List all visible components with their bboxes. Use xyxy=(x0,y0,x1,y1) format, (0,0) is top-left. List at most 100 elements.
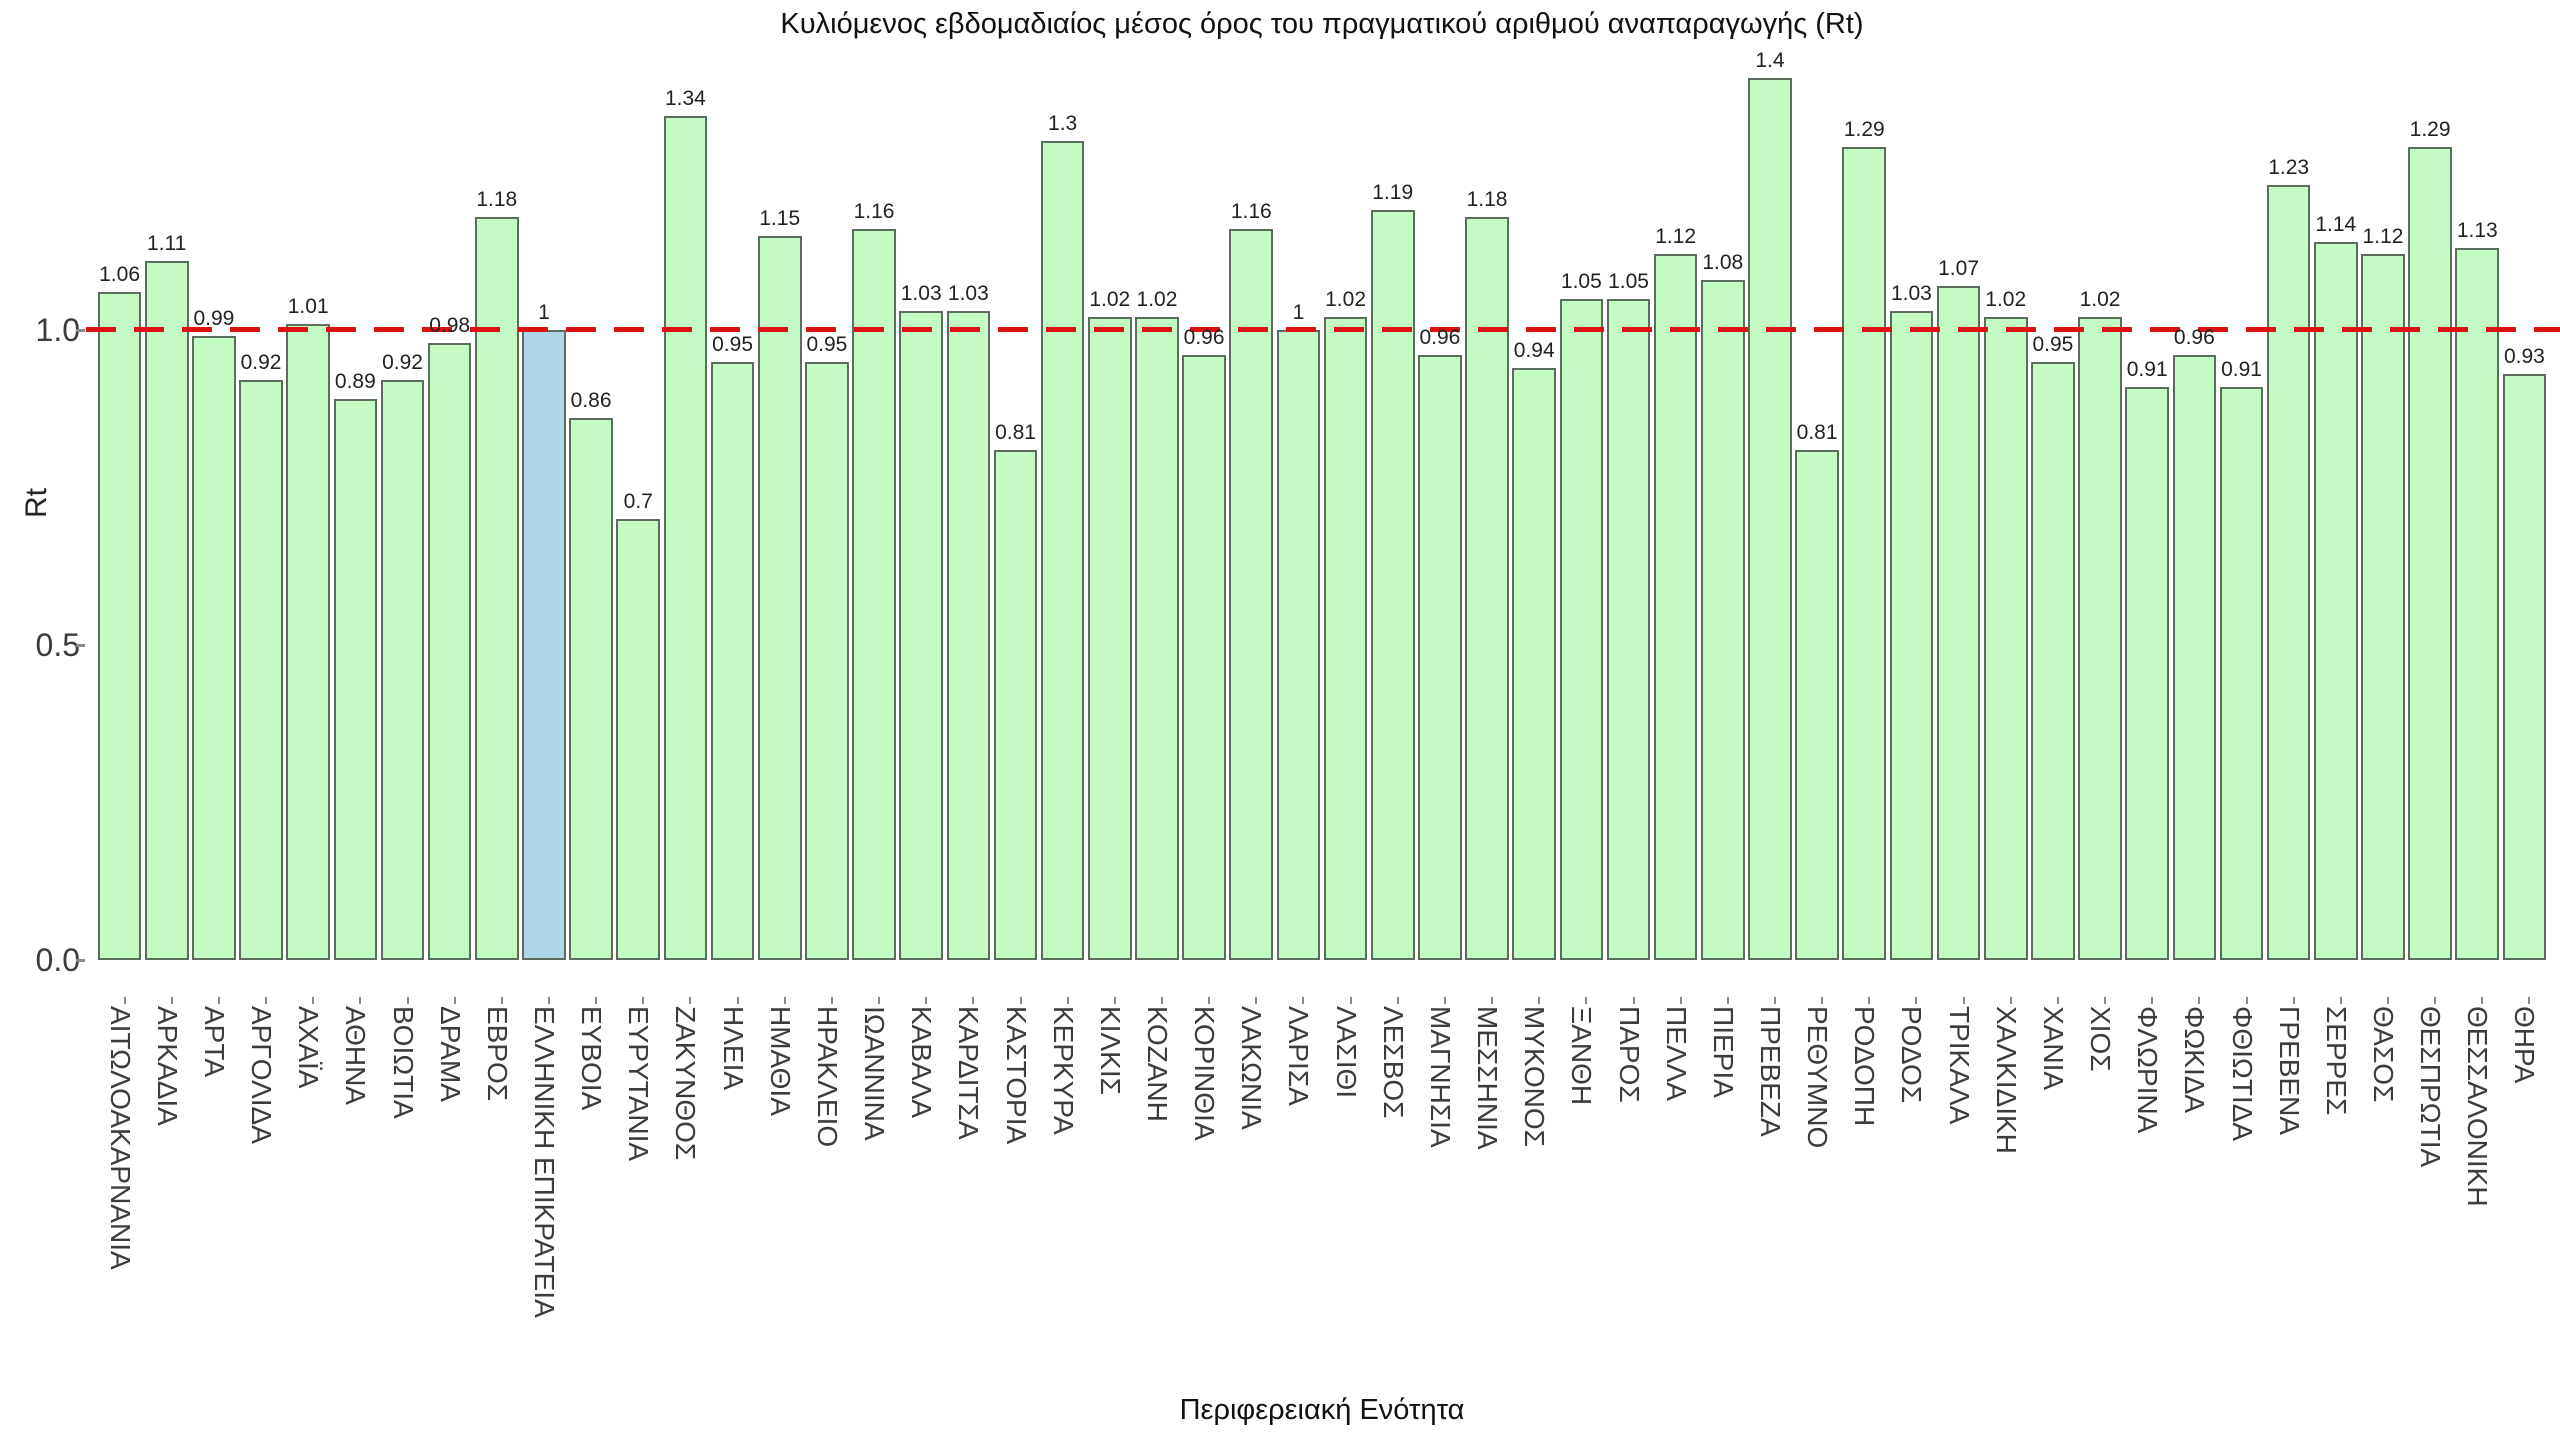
bar xyxy=(475,216,519,960)
bar xyxy=(1606,298,1651,960)
x-axis-category-label: ΑΡΚΑΔΙΑ xyxy=(151,1006,183,1126)
bar xyxy=(144,260,189,960)
bar xyxy=(2219,386,2264,960)
x-tick-mark xyxy=(1302,997,1305,1004)
bar-value-label: 0.96 xyxy=(1183,326,1225,350)
x-axis-category-label: ΑΧΑΪΑ xyxy=(293,1006,325,1089)
x-tick-mark xyxy=(2292,997,2295,1004)
bar xyxy=(757,235,802,960)
x-tick-mark xyxy=(595,997,598,1004)
bar-value-label: 1.4 xyxy=(1755,49,1785,72)
bar-value-label: 0.7 xyxy=(623,490,653,513)
bar xyxy=(852,229,896,960)
bar-value-label: 1.3 xyxy=(1048,112,1078,135)
bar xyxy=(97,292,142,960)
x-axis-category-label: ΒΟΙΩΤΙΑ xyxy=(387,1006,419,1119)
y-tick-label: 1.0 xyxy=(35,312,80,348)
x-axis-category-label: ΧΑΛΚΙΔΙΚΗ xyxy=(1990,1006,2022,1154)
bar-value-label: 1.02 xyxy=(2079,288,2121,312)
bar-value-label: 1.03 xyxy=(947,282,989,306)
x-axis-category-label: ΠΕΛΛΑ xyxy=(1660,1006,1692,1101)
bar-value-label: 1.14 xyxy=(2315,212,2357,236)
x-axis-category-label: ΚΕΡΚΥΡΑ xyxy=(1047,1006,1079,1135)
bar-value-label: 1.16 xyxy=(853,200,895,224)
bar xyxy=(1323,317,1368,960)
x-tick-mark xyxy=(1679,997,1682,1004)
bar-value-label: 1.08 xyxy=(1702,250,1744,274)
x-tick-mark xyxy=(1821,997,1824,1004)
x-tick-mark xyxy=(406,997,409,1004)
x-axis-category-label: ΖΑΚΥΝΘΟΣ xyxy=(670,1006,702,1161)
x-tick-mark xyxy=(925,997,928,1004)
bar-value-label: 1.15 xyxy=(759,206,801,230)
x-axis-category-label: ΘΕΣΠΡΩΤΙΑ xyxy=(2415,1006,2447,1168)
x-tick-mark xyxy=(830,997,833,1004)
bar xyxy=(663,115,708,960)
y-tick-mark xyxy=(76,329,85,332)
x-axis-category-label: ΦΩΚΙΔΑ xyxy=(2179,1006,2211,1114)
bar xyxy=(1748,78,1792,960)
bar xyxy=(2125,386,2169,960)
bar-value-label: 1.34 xyxy=(664,86,706,110)
bar xyxy=(1229,229,1274,960)
x-tick-mark xyxy=(642,997,645,1004)
x-tick-mark xyxy=(312,997,315,1004)
bar-value-label: 1.06 xyxy=(99,263,140,287)
bar xyxy=(1512,367,1556,960)
y-axis-title: Rt xyxy=(20,488,53,518)
x-tick-mark xyxy=(689,997,692,1004)
x-axis-category-label: ΚΑΡΔΙΤΣΑ xyxy=(953,1006,985,1140)
bar xyxy=(1418,355,1462,960)
x-tick-mark xyxy=(2528,997,2531,1004)
bar xyxy=(899,311,943,960)
bar-value-label: 1.19 xyxy=(1372,181,1414,205)
bar-value-label: 1.12 xyxy=(2362,225,2404,249)
y-tick-mark xyxy=(76,644,85,647)
bar-value-label: 1 xyxy=(1292,301,1305,324)
bar xyxy=(427,342,472,960)
x-tick-mark xyxy=(2245,997,2248,1004)
bar-value-label: 0.98 xyxy=(429,313,471,337)
bar xyxy=(946,311,991,960)
x-tick-mark xyxy=(1632,997,1635,1004)
bar-value-label: 1.13 xyxy=(2456,219,2498,243)
x-tick-mark xyxy=(453,997,456,1004)
bar-value-label: 0.89 xyxy=(334,370,376,394)
bar-value-label: 0.95 xyxy=(2032,332,2074,356)
x-axis-category-label: ΚΟΖΑΝΗ xyxy=(1141,1006,1173,1122)
x-tick-mark xyxy=(2434,997,2437,1004)
x-axis-category-label: ΚΑΒΑΛΑ xyxy=(906,1006,938,1119)
bar-value-label: 1.07 xyxy=(1938,256,1979,280)
x-axis-category-label: ΠΡΕΒΕΖΑ xyxy=(1754,1006,1786,1137)
x-tick-mark xyxy=(2198,997,2201,1004)
bar-value-label: 1.05 xyxy=(1608,269,1649,293)
bar xyxy=(2502,374,2547,960)
x-axis-category-label: ΑΡΤΑ xyxy=(198,1006,230,1078)
x-axis-category-label: ΘΗΡΑ xyxy=(2509,1006,2541,1084)
bar xyxy=(2078,317,2122,960)
bar xyxy=(2314,241,2358,960)
x-tick-mark xyxy=(2386,997,2389,1004)
x-axis-category-label: ΗΡΑΚΛΕΙΟ xyxy=(811,1006,843,1148)
y-tick-label: 0.0 xyxy=(35,942,80,978)
x-tick-mark xyxy=(1113,997,1116,1004)
x-tick-mark xyxy=(972,997,975,1004)
bar-value-label: 1.29 xyxy=(2409,118,2451,142)
bar-value-label: 1.23 xyxy=(2268,156,2310,180)
bar-value-label: 1.03 xyxy=(900,282,942,306)
bar-value-label: 1.01 xyxy=(287,294,329,318)
x-tick-mark xyxy=(500,997,503,1004)
x-tick-mark xyxy=(2056,997,2059,1004)
x-tick-mark xyxy=(1773,997,1776,1004)
bar-value-label: 1.02 xyxy=(1089,288,1131,312)
x-axis-category-label: ΕΛΛΗΝΙΚΗ ΕΠΙΚΡΑΤΕΙΑ xyxy=(528,1006,560,1318)
bar-value-label: 1.02 xyxy=(1325,288,1366,312)
x-axis-category-label: ΡΟΔΟΣ xyxy=(1896,1006,1928,1104)
bar xyxy=(192,336,236,960)
bar xyxy=(2172,355,2217,960)
x-tick-mark xyxy=(2151,997,2154,1004)
x-axis-category-label: ΗΛΕΙΑ xyxy=(717,1006,749,1091)
bar xyxy=(239,380,283,960)
bar xyxy=(569,418,613,960)
